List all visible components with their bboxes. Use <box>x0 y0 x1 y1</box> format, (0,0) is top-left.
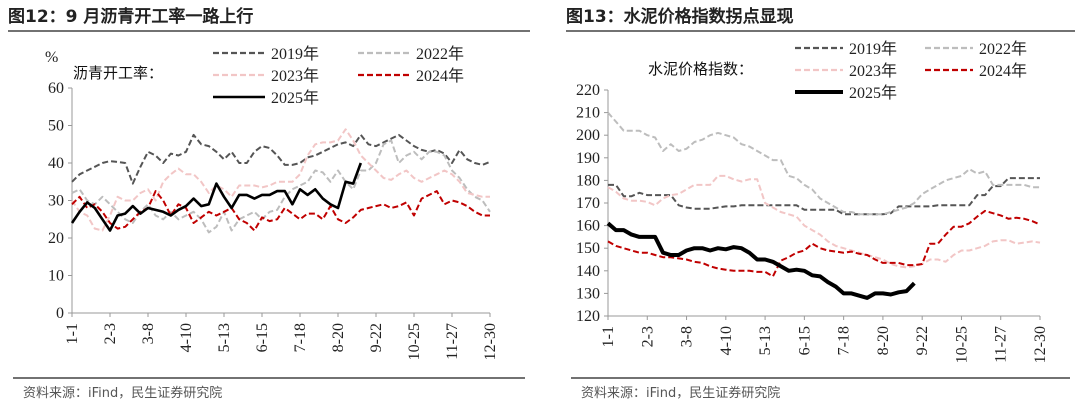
x-tick-label: 7-18 <box>836 326 853 355</box>
x-tick-label: 10-25 <box>406 323 423 360</box>
series-line-2024 <box>71 190 490 232</box>
legend-label: 2024年 <box>979 62 1027 80</box>
series-line-2025 <box>606 221 916 300</box>
x-tick-label: 12-30 <box>482 323 499 360</box>
series-line-2024 <box>607 209 1041 278</box>
y-tick-label: 50 <box>48 118 64 135</box>
series-line-2019 <box>71 133 491 185</box>
y-tick-label: 180 <box>576 172 600 189</box>
x-tick-label: 5-13 <box>757 326 774 355</box>
chart-title: 图13：水泥价格指数拐点显现 <box>566 6 794 27</box>
y-tick-label: 0 <box>56 305 64 322</box>
y-tick-label: 10 <box>48 268 64 285</box>
y-tick-label: 150 <box>576 240 600 257</box>
x-tick-label: 4-10 <box>178 323 195 352</box>
chart-subtitle: 水泥价格指数： <box>648 60 753 78</box>
y-tick-label: 30 <box>48 193 64 210</box>
legend-label: 2023年 <box>849 62 897 80</box>
y-tick-label: 20 <box>48 230 64 247</box>
legend-label: 2019年 <box>271 45 319 63</box>
x-tick-label: 6-15 <box>796 326 813 355</box>
y-tick-label: 60 <box>48 80 64 97</box>
x-tick-label: 3-8 <box>679 326 696 347</box>
x-tick-label: 9-22 <box>914 326 931 355</box>
y-tick-label: 190 <box>576 150 600 167</box>
series-line-2025 <box>70 162 363 232</box>
y-tick-label: 170 <box>576 195 600 212</box>
x-tick-label: 1-1 <box>600 326 617 347</box>
series-line-2022 <box>607 111 1040 216</box>
source-note: 资料来源：iFind，民生证券研究院 <box>581 385 780 401</box>
chart-subtitle: 沥青开工率： <box>73 64 163 82</box>
series-line-2023 <box>607 174 1041 269</box>
chart-title: 图12：9 月沥青开工率一路上行 <box>8 6 253 27</box>
y-tick-label: 160 <box>576 218 600 235</box>
y-tick-label: 40 <box>48 155 64 172</box>
series-line-2022 <box>71 139 491 234</box>
legend-label: 2019年 <box>849 40 897 58</box>
legend-label: 2022年 <box>416 45 464 63</box>
x-tick-label: 4-10 <box>718 326 735 355</box>
x-tick-label: 8-20 <box>875 326 892 355</box>
y-axis-unit: % <box>45 49 58 66</box>
legend-label: 2025年 <box>271 89 319 107</box>
x-tick-label: 10-25 <box>953 326 970 363</box>
legend-label: 2024年 <box>416 67 464 85</box>
x-tick-label: 11-27 <box>444 323 461 360</box>
x-tick-label: 8-20 <box>330 323 347 352</box>
legend-label: 2022年 <box>979 40 1027 58</box>
y-tick-label: 130 <box>576 285 600 302</box>
x-tick-label: 3-8 <box>140 323 157 344</box>
series-line-2019 <box>608 177 1040 216</box>
x-tick-label: 1-1 <box>64 323 81 344</box>
x-tick-label: 2-3 <box>639 326 656 347</box>
legend-label: 2023年 <box>271 67 319 85</box>
legend-label: 2025年 <box>849 84 897 102</box>
y-tick-label: 120 <box>576 308 600 325</box>
source-note: 资料来源：iFind，民生证券研究院 <box>23 385 222 401</box>
y-tick-label: 210 <box>576 105 600 122</box>
y-tick-label: 200 <box>576 127 600 144</box>
x-tick-label: 7-18 <box>292 323 309 352</box>
series-line-2023 <box>71 128 490 232</box>
x-tick-label: 5-13 <box>216 323 233 352</box>
y-tick-label: 140 <box>576 263 600 280</box>
x-tick-label: 11-27 <box>993 326 1010 363</box>
x-tick-label: 6-15 <box>254 323 271 352</box>
y-tick-label: 220 <box>576 82 600 99</box>
x-tick-label: 12-30 <box>1032 326 1049 363</box>
x-tick-label: 2-3 <box>102 323 119 344</box>
x-tick-label: 9-22 <box>368 323 385 352</box>
